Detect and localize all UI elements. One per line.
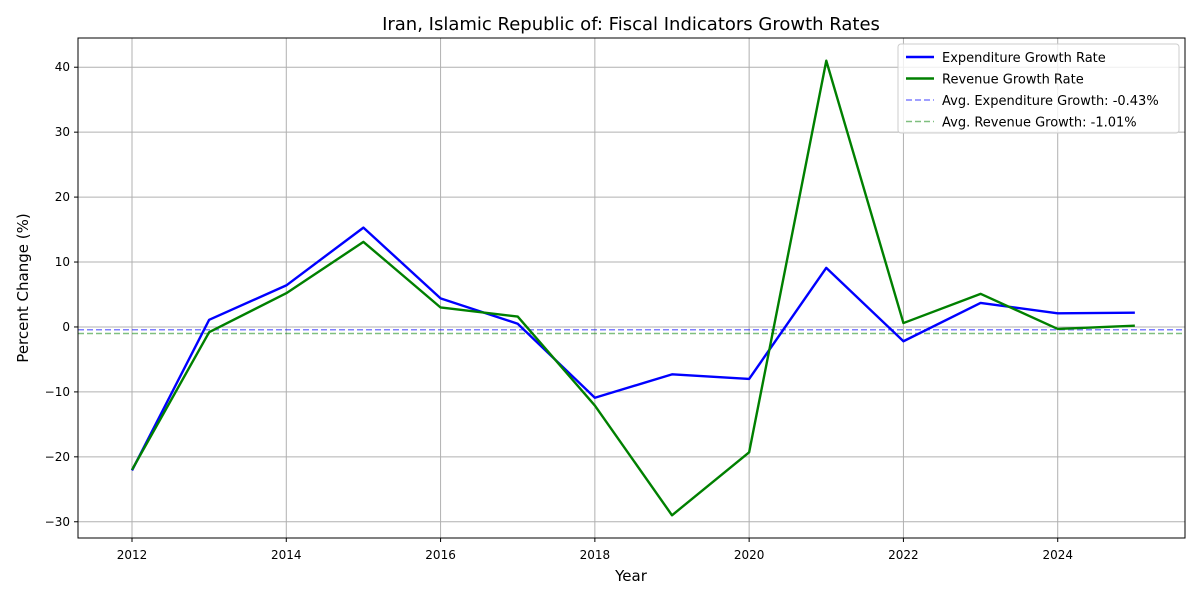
- x-tick-label: 2024: [1042, 548, 1073, 562]
- series-lines: [130, 59, 1135, 517]
- legend: Expenditure Growth Rate Revenue Growth Ra…: [897, 43, 1180, 134]
- legend-label-0: Expenditure Growth Rate: [942, 51, 1106, 66]
- legend-label-3: Avg. Revenue Growth: -1.01%: [942, 116, 1137, 131]
- reference-lines: [78, 329, 1185, 335]
- y-tick-label: −10: [45, 385, 70, 399]
- x-tick-label: 2012: [117, 548, 148, 562]
- y-tick-label: 40: [55, 60, 70, 74]
- y-tick-label: 30: [55, 125, 70, 139]
- x-tick-label: 2022: [888, 548, 919, 562]
- x-tick-label: 2018: [580, 548, 611, 562]
- y-axis-label: Percent Change (%): [14, 213, 32, 362]
- y-tick-label: 20: [55, 190, 70, 204]
- x-axis-label: Year: [614, 567, 648, 585]
- chart-title: Iran, Islamic Republic of: Fiscal Indica…: [382, 14, 880, 35]
- x-tick-label: 2014: [271, 548, 302, 562]
- series-line-0: [130, 226, 1135, 472]
- y-tick-label: 10: [55, 255, 70, 269]
- y-tick-label: −20: [45, 450, 70, 464]
- x-tick-label: 2016: [425, 548, 456, 562]
- legend-box: [897, 43, 1180, 134]
- y-axis-ticks: −30 −20 −10 0 10 20 30 40: [45, 60, 78, 529]
- x-axis-ticks: 2012 2014 2016 2018 2020 2022 2024: [117, 538, 1073, 562]
- grid: [78, 38, 1185, 538]
- series-line-1: [130, 59, 1135, 517]
- y-tick-label: −30: [45, 515, 70, 529]
- x-tick-label: 2020: [734, 548, 765, 562]
- plot-frame: [77, 37, 1186, 539]
- legend-label-2: Avg. Expenditure Growth: -0.43%: [942, 94, 1159, 109]
- y-tick-label: 0: [62, 320, 70, 334]
- legend-label-1: Revenue Growth Rate: [942, 73, 1084, 88]
